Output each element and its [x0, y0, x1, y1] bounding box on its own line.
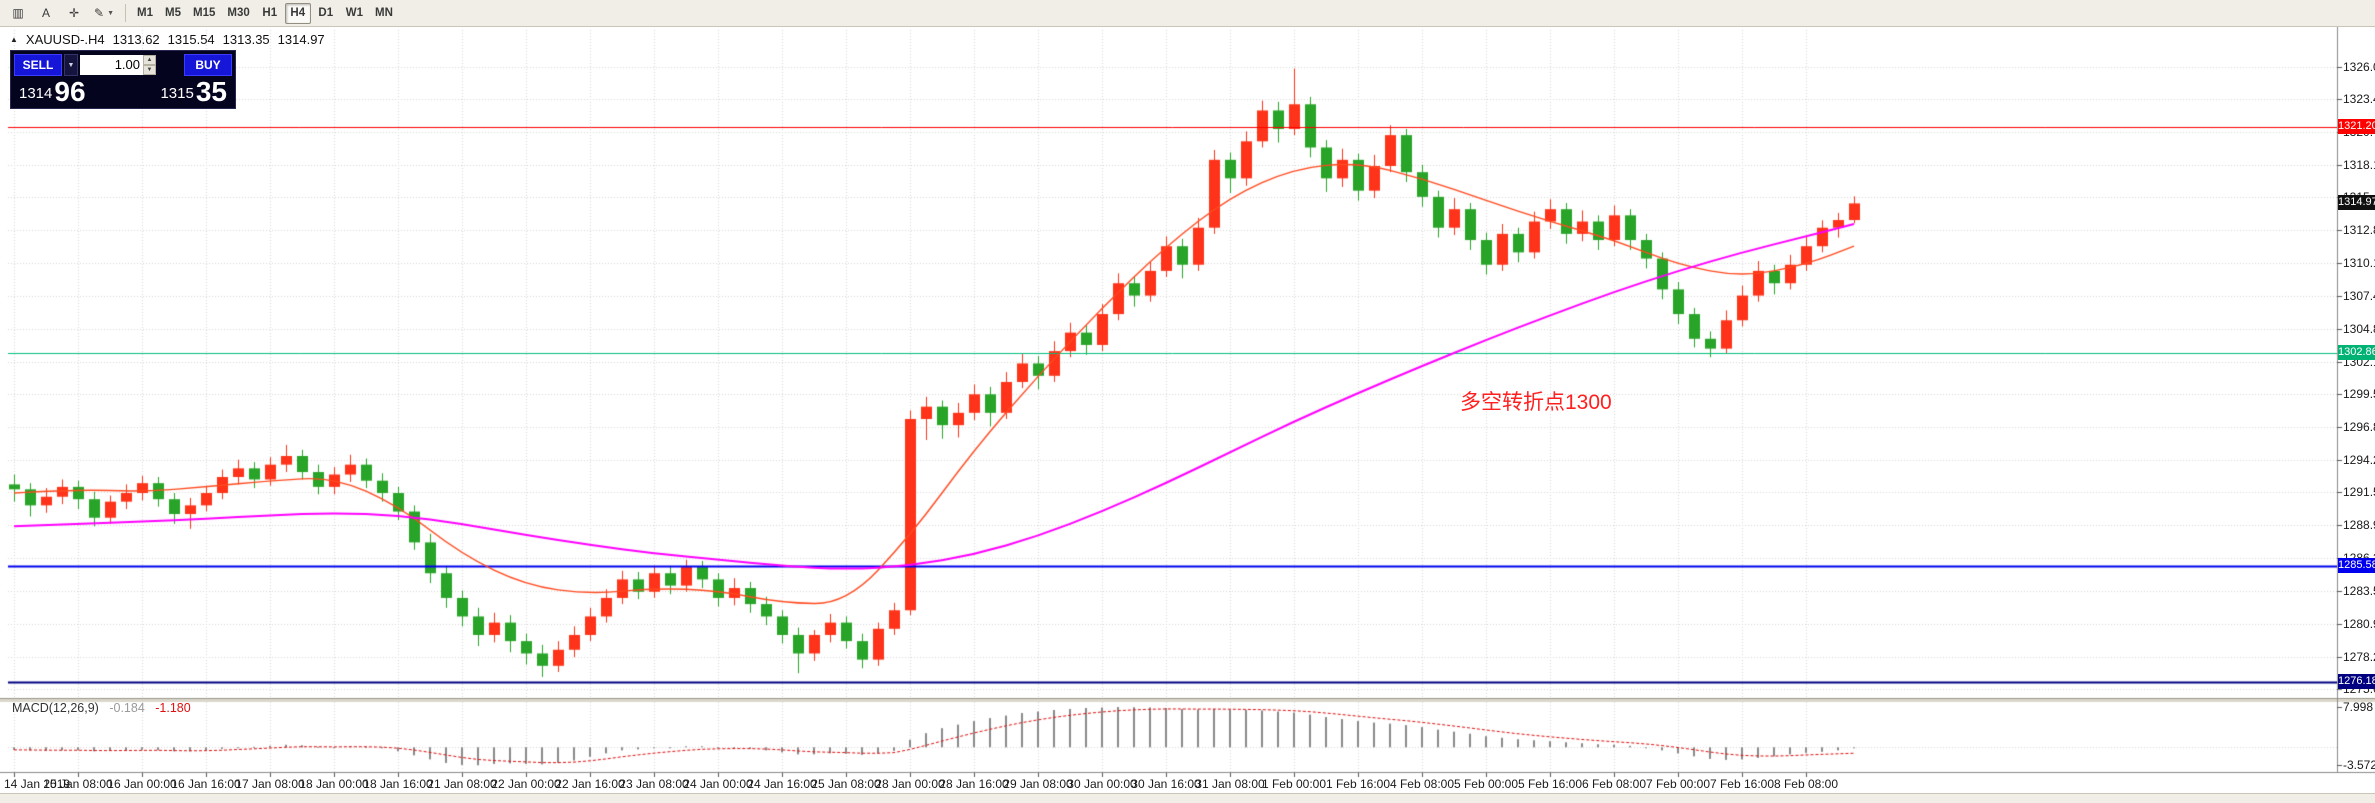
- ohlc-high: 1315.54: [167, 32, 215, 47]
- time-axis-label: 1 Feb 16:00: [1325, 777, 1391, 791]
- macd-signal-value: -1.180: [155, 701, 191, 715]
- sell-price-big: 96: [54, 76, 86, 107]
- time-axis-label: 5 Feb 16:00: [1517, 777, 1583, 791]
- draw-tools-icon[interactable]: ✎ ▼: [94, 6, 114, 20]
- time-axis-label: 22 Jan 00:00: [491, 777, 561, 791]
- price-axis-label: 1299.50: [2343, 387, 2375, 402]
- sell-price-main: 1314: [19, 85, 53, 102]
- sell-button[interactable]: SELL: [14, 54, 62, 76]
- volume-value: 1.00: [114, 57, 140, 72]
- time-axis-label: 29 Jan 08:00: [1003, 777, 1073, 791]
- timeframe-button-M1[interactable]: M1: [137, 7, 153, 19]
- macd-name: MACD(12,26,9): [12, 701, 99, 715]
- timeframe-button-D1[interactable]: D1: [318, 7, 334, 19]
- timeframe-button-group: M1 M5 M15 M30 H1 H4 D1 W1 MN: [132, 2, 398, 24]
- time-axis-label: 5 Feb 00:00: [1453, 777, 1519, 791]
- price-axis-label: 1296.85: [2343, 420, 2375, 434]
- ohlc-low: 1313.35: [222, 32, 270, 47]
- price-tag: 1276.18: [2338, 674, 2375, 690]
- toolbar-icon-group: ▥ A ✛ ✎ ▼: [5, 3, 119, 24]
- timeframe-button-M30[interactable]: M30: [227, 7, 250, 19]
- time-axis-label: 14 Jan 2019: [4, 777, 71, 791]
- time-axis-label: 30 Jan 00:00: [1067, 777, 1137, 791]
- time-axis-label: 28 Jan 00:00: [875, 777, 945, 791]
- time-axis-label: 7 Feb 16:00: [1709, 777, 1775, 791]
- time-axis-label: 18 Jan 16:00: [363, 777, 433, 791]
- toolbar: ▥ A ✛ ✎ ▼ M1 M5 M15 M30 H1 H4 D1 W1 MN: [0, 0, 2375, 27]
- volume-increase-button[interactable]: ▲: [143, 55, 156, 65]
- volume-field[interactable]: 1.00 ▲ ▼: [80, 55, 156, 75]
- time-axis-label: 24 Jan 16:00: [747, 777, 817, 791]
- macd-axis-label: 7.998: [2343, 700, 2374, 714]
- timeframe-button-M5[interactable]: M5: [165, 7, 181, 19]
- buy-price-big: 35: [195, 76, 227, 107]
- price-axis-label: 1318.10: [2343, 157, 2375, 172]
- timeframe-button-M15[interactable]: M15: [193, 7, 216, 19]
- price-axis-label: 1291.55: [2343, 485, 2375, 500]
- order-options-dropdown[interactable]: ▼: [64, 54, 78, 76]
- time-axis-label: 25 Jan 08:00: [811, 777, 881, 791]
- time-axis-label: 6 Feb 08:00: [1581, 777, 1647, 791]
- buy-button[interactable]: BUY: [184, 54, 232, 76]
- chart-symbol-icon: ▲: [10, 35, 18, 44]
- ohlc-open: 1313.62: [112, 32, 160, 47]
- time-axis-label: 17 Jan 08:00: [235, 777, 305, 791]
- window-bottom-edge: [0, 793, 2375, 803]
- dropdown-caret-icon: ▼: [107, 9, 114, 17]
- price-axis-label: 1323.40: [2343, 92, 2375, 107]
- chart-title: ▲ XAUUSD-.H4 1313.62 1315.54 1313.35 131…: [10, 32, 325, 47]
- sell-price: 1314 96: [19, 76, 86, 107]
- time-axis-label: 16 Jan 16:00: [171, 777, 241, 791]
- volume-decrease-button[interactable]: ▼: [143, 65, 156, 75]
- macd-indicator-label: MACD(12,26,9) -0.184 -1.180: [12, 701, 191, 715]
- price-axis-label: 1326.05: [2343, 59, 2375, 74]
- macd-main-value: -0.184: [109, 701, 145, 715]
- price-tag: 1302.86: [2338, 344, 2375, 360]
- price-axis-label: 1294.20: [2343, 452, 2375, 467]
- macd-axis-label: -3.572: [2343, 758, 2375, 773]
- time-axis-label: 15 Jan 08:00: [43, 777, 113, 791]
- one-click-trading-panel: SELL ▼ 1.00 ▲ ▼ BUY 1314 96 1315 35: [10, 50, 236, 109]
- price-tag: 1321.20: [2338, 118, 2375, 134]
- buy-price-main: 1315: [160, 85, 194, 102]
- price-axis-label: 1307.45: [2343, 289, 2375, 304]
- time-axis-label: 21 Jan 08:00: [427, 777, 497, 791]
- crosshair-icon[interactable]: ✛: [68, 6, 80, 20]
- chart-annotation-text: 多空转折点1300: [1460, 391, 1612, 414]
- time-axis-label: 18 Jan 00:00: [299, 777, 369, 791]
- ohlc-close: 1314.97: [277, 32, 325, 47]
- timeframe-button-MN[interactable]: MN: [375, 7, 393, 19]
- time-axis-label: 30 Jan 16:00: [1131, 777, 1201, 791]
- time-axis-label: 16 Jan 00:00: [107, 777, 177, 791]
- chart-symbol-period: XAUUSD-.H4: [25, 32, 105, 47]
- time-axis-label: 31 Jan 08:00: [1195, 777, 1265, 791]
- time-axis-label: 28 Jan 16:00: [939, 777, 1009, 791]
- price-axis-label: 1288.90: [2343, 518, 2375, 533]
- time-axis-label: 23 Jan 08:00: [619, 777, 689, 791]
- price-tag: 1314.97: [2338, 195, 2375, 211]
- price-axis-label: 1283.55: [2343, 584, 2375, 599]
- time-axis-label: 4 Feb 08:00: [1389, 777, 1455, 791]
- time-axis-label: 22 Jan 16:00: [555, 777, 625, 791]
- timeframe-button-H1[interactable]: H1: [262, 7, 278, 19]
- price-axis-label: 1278.25: [2343, 649, 2375, 664]
- text-tool-icon[interactable]: A: [41, 6, 50, 20]
- buy-price: 1315 35: [160, 76, 227, 107]
- time-axis-label: 8 Feb 08:00: [1773, 777, 1839, 791]
- timeframe-button-H4[interactable]: H4: [284, 2, 311, 24]
- price-axis-label: 1312.80: [2343, 223, 2375, 238]
- time-axis-label: 1 Feb 00:00: [1261, 777, 1327, 791]
- toolbar-separator: [125, 4, 126, 22]
- charts-icon[interactable]: ▥: [12, 6, 24, 20]
- volume-stepper: ▲ ▼: [143, 55, 156, 75]
- time-axis-label: 24 Jan 00:00: [683, 777, 753, 791]
- price-axis-label: 1304.80: [2343, 321, 2375, 336]
- price-tag: 1285.58: [2338, 558, 2375, 574]
- price-axis-label: 1310.15: [2343, 255, 2375, 270]
- price-axis-label: 1280.90: [2343, 616, 2375, 631]
- time-axis-label: 7 Feb 00:00: [1645, 777, 1711, 791]
- timeframe-button-W1[interactable]: W1: [345, 7, 363, 19]
